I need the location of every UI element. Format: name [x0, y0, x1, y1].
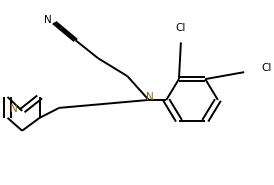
Text: N: N: [146, 92, 154, 102]
Text: N: N: [44, 15, 52, 25]
Text: N: N: [10, 104, 18, 114]
Text: Cl: Cl: [176, 23, 186, 33]
Text: Cl: Cl: [262, 63, 272, 73]
